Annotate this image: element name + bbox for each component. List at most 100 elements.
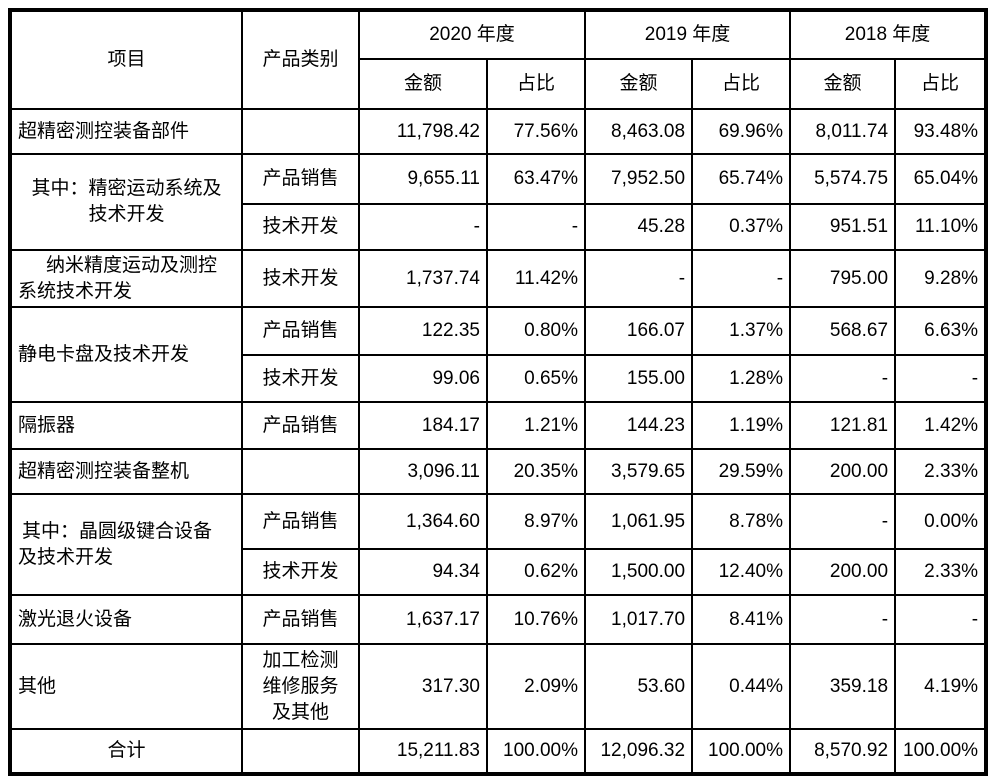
cell-2018-ratio: - (894, 594, 988, 646)
row-nano-precision-tech: 纳米精度运动及测控 系统技术开发 技术开发 1,737.74 11.42% - … (9, 248, 988, 309)
cell-item: 其中：晶圆级键合设备 及技术开发 (9, 493, 243, 597)
cell-2020-ratio: 10.76% (485, 594, 587, 646)
cell-2018-ratio: 6.63% (894, 306, 988, 357)
row-complete-machines-section: 超精密测控装备整机 3,096.11 20.35% 3,579.65 29.59… (9, 448, 988, 496)
header-year-2019: 2019 年度 (584, 9, 792, 60)
cell-2018-ratio: 9.28% (894, 248, 988, 309)
cell-2018-amount: 200.00 (789, 548, 897, 597)
cell-item: 隔振器 (9, 401, 243, 451)
cell-2018-amount: 8,570.92 (789, 728, 897, 776)
cell-2018-amount: 568.67 (789, 306, 897, 357)
cell-2019-ratio: 29.59% (691, 448, 792, 496)
cell-category: 产品销售 (241, 306, 360, 357)
cell-2019-ratio: 8.78% (691, 493, 792, 551)
cell-category: 产品销售 (241, 153, 360, 205)
cell-2019-amount: 1,061.95 (584, 493, 694, 551)
cell-2020-amount: 122.35 (358, 306, 488, 357)
cell-2020-ratio: 2.09% (485, 643, 587, 731)
cell-category: 加工检测 维修服务 及其他 (241, 643, 360, 731)
cell-2020-amount: 1,364.60 (358, 493, 488, 551)
cell-2018-ratio: 0.00% (894, 493, 988, 551)
row-precision-motion-sales: 其中：精密运动系统及 技术开发 产品销售 9,655.11 63.47% 7,9… (9, 153, 988, 251)
cell-category: 产品销售 (241, 493, 360, 551)
header-row-years: 项目 产品类别 2020 年度 2019 年度 2018 年度 (9, 9, 988, 110)
cell-2018-ratio: 1.42% (894, 401, 988, 451)
cell-2018-amount: 5,574.75 (789, 153, 897, 205)
header-category: 产品类别 (241, 9, 360, 110)
row-precision-motion-tech: 技术开发 - - 45.28 0.37% 951.51 11.10% (10, 203, 988, 251)
row-other: 其他 加工检测 维修服务 及其他 317.30 2.09% 53.60 0.44… (9, 643, 988, 731)
cell-category (241, 448, 360, 496)
cell-2018-amount: 795.00 (789, 248, 897, 309)
cell-2019-amount: 3,579.65 (584, 448, 694, 496)
cell-category: 产品销售 (241, 401, 360, 451)
row-wafer-bonding-sales: 其中：晶圆级键合设备 及技术开发 产品销售 1,364.60 8.97% 1,0… (9, 493, 988, 597)
cell-2020-amount: 99.06 (358, 354, 488, 404)
cell-2020-ratio: 11.42% (485, 248, 587, 309)
cell-category (241, 108, 360, 155)
cell-2020-amount: 11,798.42 (358, 108, 488, 155)
cell-2019-amount: 166.07 (584, 306, 694, 357)
cell-category: 技术开发 (241, 248, 360, 309)
cell-2019-ratio: - (691, 248, 792, 309)
cell-2018-ratio: - (894, 354, 988, 404)
cell-2020-amount: 184.17 (358, 401, 488, 451)
cell-2019-ratio: 8.41% (691, 594, 792, 646)
cell-item: 其中：精密运动系统及 技术开发 (9, 153, 243, 251)
row-electrostatic-chuck-tech: 技术开发 99.06 0.65% 155.00 1.28% - - (10, 354, 988, 404)
cell-2020-ratio: 0.80% (485, 306, 587, 357)
cell-2020-amount: 94.34 (358, 548, 488, 597)
cell-2018-amount: 359.18 (789, 643, 897, 731)
cell-2018-amount: 8,011.74 (789, 108, 897, 155)
cell-item: 静电卡盘及技术开发 (9, 306, 243, 404)
cell-2019-amount: 1,017.70 (584, 594, 694, 646)
cell-2020-amount: 15,211.83 (358, 728, 488, 776)
cell-2020-ratio: 0.62% (485, 548, 587, 597)
cell-category: 技术开发 (241, 548, 360, 597)
header-amount-2020: 金额 (358, 58, 488, 110)
header-amount-2018: 金额 (789, 58, 897, 110)
cell-2019-amount: 144.23 (584, 401, 694, 451)
cell-2019-amount: 8,463.08 (584, 108, 694, 155)
cell-2020-ratio: - (485, 203, 587, 251)
cell-2019-ratio: 65.74% (691, 153, 792, 205)
cell-2020-ratio: 100.00% (485, 728, 587, 776)
cell-category: 技术开发 (241, 354, 360, 404)
cell-category: 产品销售 (241, 594, 360, 646)
header-year-2020: 2020 年度 (357, 9, 587, 60)
header-item: 项目 (9, 9, 243, 110)
header-row-metrics: 金额 占比 金额 占比 金额 占比 (10, 58, 988, 110)
cell-2020-ratio: 63.47% (485, 153, 587, 205)
revenue-breakdown-table: 项目 产品类别 2020 年度 2019 年度 2018 年度 金额 占比 金额… (8, 8, 989, 777)
cell-2020-ratio: 20.35% (485, 448, 587, 496)
cell-2019-amount: 155.00 (584, 354, 694, 404)
cell-2019-ratio: 1.19% (691, 401, 792, 451)
cell-item: 超精密测控装备部件 (9, 108, 243, 155)
cell-2018-ratio: 65.04% (894, 153, 988, 205)
cell-item: 纳米精度运动及测控 系统技术开发 (9, 248, 243, 309)
cell-2020-amount: - (358, 203, 488, 251)
cell-category: 技术开发 (241, 203, 360, 251)
row-electrostatic-chuck-sales: 静电卡盘及技术开发 产品销售 122.35 0.80% 166.07 1.37%… (9, 306, 988, 404)
cell-2019-ratio: 100.00% (691, 728, 792, 776)
cell-2018-ratio: 2.33% (894, 448, 988, 496)
cell-2019-amount: 7,952.50 (584, 153, 694, 205)
cell-item: 超精密测控装备整机 (9, 448, 243, 496)
cell-2018-amount: - (789, 594, 897, 646)
cell-2019-amount: 53.60 (584, 643, 694, 731)
cell-item: 其他 (9, 643, 243, 731)
row-total: 合计 15,211.83 100.00% 12,096.32 100.00% 8… (9, 728, 988, 776)
cell-2019-amount: 1,500.00 (584, 548, 694, 597)
header-amount-2019: 金额 (584, 58, 694, 110)
cell-2020-ratio: 77.56% (485, 108, 587, 155)
cell-2019-ratio: 0.37% (691, 203, 792, 251)
cell-2020-ratio: 8.97% (485, 493, 587, 551)
cell-2020-amount: 1,637.17 (358, 594, 488, 646)
cell-2019-amount: 12,096.32 (584, 728, 694, 776)
cell-item: 合计 (9, 728, 243, 776)
cell-item: 激光退火设备 (9, 594, 243, 646)
cell-2019-ratio: 1.28% (691, 354, 792, 404)
cell-2018-ratio: 11.10% (894, 203, 988, 251)
cell-2018-amount: 951.51 (789, 203, 897, 251)
row-wafer-bonding-tech: 技术开发 94.34 0.62% 1,500.00 12.40% 200.00 … (10, 548, 988, 597)
